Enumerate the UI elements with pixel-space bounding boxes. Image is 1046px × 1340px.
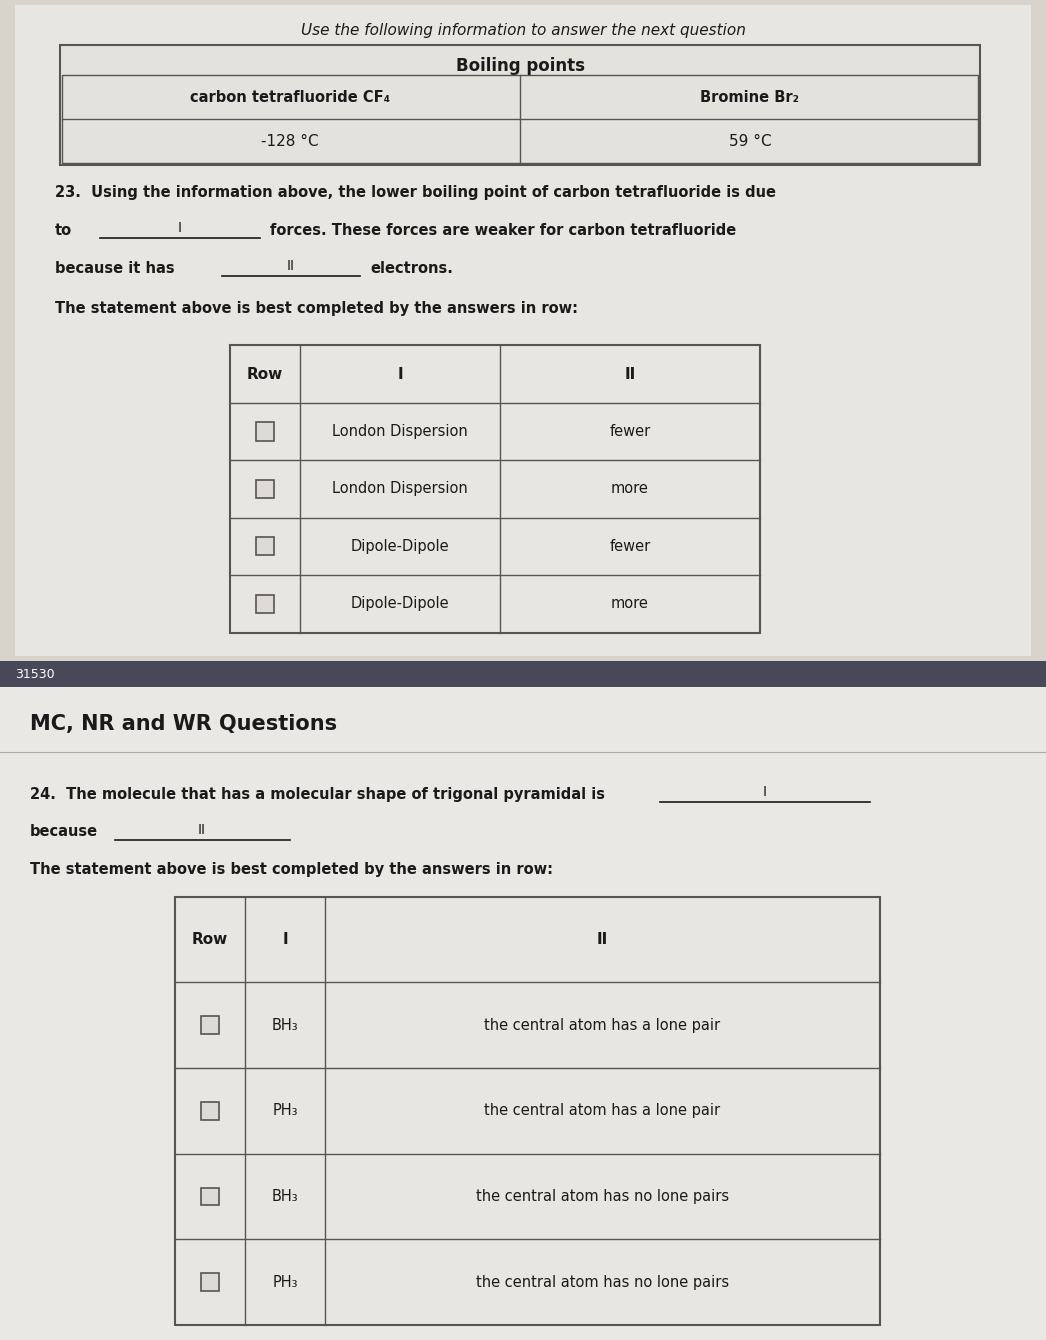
Text: II: II <box>287 259 295 273</box>
Text: Bromine Br₂: Bromine Br₂ <box>701 90 799 105</box>
Text: fewer: fewer <box>610 539 651 553</box>
Text: more: more <box>611 596 649 611</box>
Text: BH₃: BH₃ <box>272 1189 298 1205</box>
Text: the central atom has a lone pair: the central atom has a lone pair <box>484 1103 721 1119</box>
Text: The statement above is best completed by the answers in row:: The statement above is best completed by… <box>55 300 578 316</box>
Text: because it has: because it has <box>55 261 175 276</box>
Text: I: I <box>763 785 767 799</box>
Text: -128 °C: -128 °C <box>262 134 319 149</box>
Text: BH₃: BH₃ <box>272 1017 298 1033</box>
FancyBboxPatch shape <box>256 537 274 555</box>
Text: Boiling points: Boiling points <box>455 58 585 75</box>
Text: Dipole-Dipole: Dipole-Dipole <box>350 539 450 553</box>
Text: Use the following information to answer the next question: Use the following information to answer … <box>300 23 746 38</box>
FancyBboxPatch shape <box>0 661 1046 687</box>
Text: 24.  The molecule that has a molecular shape of trigonal pyramidal is: 24. The molecule that has a molecular sh… <box>30 787 605 801</box>
Text: II: II <box>597 933 608 947</box>
FancyBboxPatch shape <box>175 896 880 1325</box>
Text: electrons.: electrons. <box>370 261 453 276</box>
Text: The statement above is best completed by the answers in row:: The statement above is best completed by… <box>30 862 553 878</box>
Text: the central atom has no lone pairs: the central atom has no lone pairs <box>476 1274 729 1289</box>
FancyBboxPatch shape <box>201 1273 219 1292</box>
Text: I: I <box>178 221 182 236</box>
Text: because: because <box>30 824 98 839</box>
Text: Row: Row <box>247 367 283 382</box>
FancyBboxPatch shape <box>201 1016 219 1034</box>
Text: PH₃: PH₃ <box>272 1274 298 1289</box>
Text: London Dispersion: London Dispersion <box>333 423 468 440</box>
Text: 31530: 31530 <box>15 667 54 681</box>
FancyBboxPatch shape <box>230 346 760 632</box>
FancyBboxPatch shape <box>62 75 978 163</box>
Text: to: to <box>55 222 72 237</box>
Text: II: II <box>624 367 636 382</box>
Text: II: II <box>198 823 206 838</box>
Text: London Dispersion: London Dispersion <box>333 481 468 496</box>
FancyBboxPatch shape <box>201 1187 219 1206</box>
FancyBboxPatch shape <box>256 595 274 612</box>
Text: I: I <box>397 367 403 382</box>
Text: carbon tetrafluoride CF₄: carbon tetrafluoride CF₄ <box>190 90 390 105</box>
FancyBboxPatch shape <box>201 1101 219 1120</box>
FancyBboxPatch shape <box>256 422 274 441</box>
FancyBboxPatch shape <box>0 687 1046 1340</box>
Text: 59 °C: 59 °C <box>729 134 771 149</box>
Text: more: more <box>611 481 649 496</box>
Text: I: I <box>282 933 288 947</box>
FancyBboxPatch shape <box>15 5 1031 655</box>
Text: PH₃: PH₃ <box>272 1103 298 1119</box>
Text: MC, NR and WR Questions: MC, NR and WR Questions <box>30 714 337 734</box>
Text: 23.  Using the information above, the lower boiling point of carbon tetrafluorid: 23. Using the information above, the low… <box>55 185 776 200</box>
Text: the central atom has no lone pairs: the central atom has no lone pairs <box>476 1189 729 1205</box>
Text: Dipole-Dipole: Dipole-Dipole <box>350 596 450 611</box>
FancyBboxPatch shape <box>256 480 274 498</box>
Text: forces. These forces are weaker for carbon tetrafluoride: forces. These forces are weaker for carb… <box>270 222 736 237</box>
Text: Row: Row <box>191 933 228 947</box>
FancyBboxPatch shape <box>60 46 980 165</box>
Text: fewer: fewer <box>610 423 651 440</box>
Text: the central atom has a lone pair: the central atom has a lone pair <box>484 1017 721 1033</box>
